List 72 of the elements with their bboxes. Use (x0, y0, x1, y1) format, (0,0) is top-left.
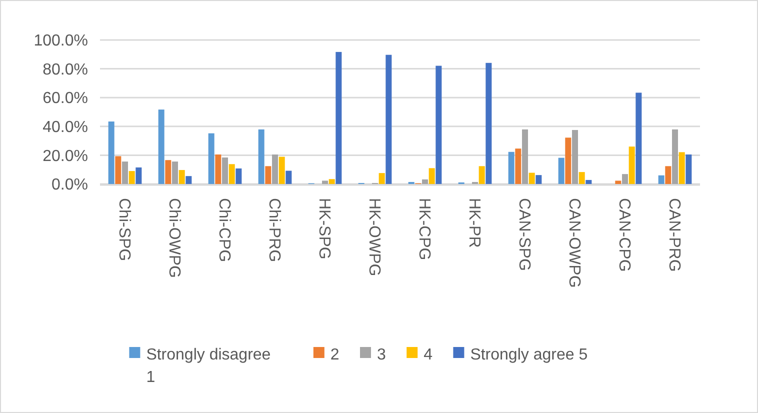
bar (478, 166, 485, 184)
bar (508, 152, 514, 184)
bar (428, 168, 435, 184)
x-tick-label: Chi-CPG (215, 198, 232, 262)
bar (322, 180, 328, 184)
bar (658, 175, 664, 184)
y-tick-label: 20.0% (42, 148, 88, 165)
legend-label: Strongly agree 5 (470, 346, 588, 364)
legend-label: 4 (424, 346, 433, 364)
x-tick-label: CAN-SPG (515, 198, 532, 271)
bar (558, 158, 564, 184)
bar (572, 130, 578, 184)
y-tick-label: 100.0% (34, 32, 88, 50)
bar (122, 162, 128, 184)
legend-label: 2 (330, 346, 340, 364)
x-tick-label: HK-SPG (315, 198, 332, 260)
bar (178, 170, 185, 184)
bar (615, 180, 622, 184)
bar (208, 133, 214, 184)
bar (486, 62, 492, 184)
bar (236, 168, 242, 184)
bar (622, 174, 628, 184)
bar (678, 152, 685, 184)
bar (165, 160, 172, 184)
x-tick-label: CAN-CPG (615, 198, 632, 272)
bar (222, 158, 228, 184)
x-tick-label: Chi-OWPG (165, 198, 182, 278)
legend-label: Strongly disagree 1 (146, 346, 271, 386)
bar (436, 66, 442, 184)
bar (522, 129, 528, 184)
x-tick-label: CAN-OWPG (565, 198, 582, 288)
bar (328, 179, 335, 184)
bar (172, 162, 178, 184)
bar (386, 54, 392, 184)
bar (115, 156, 122, 184)
x-tick-label: Chi-SPG (115, 198, 132, 262)
bar (565, 138, 572, 184)
bar (578, 172, 585, 184)
bar (228, 164, 235, 184)
bar (272, 154, 278, 184)
bar (536, 175, 542, 184)
bar (286, 170, 292, 184)
x-tick-label: CAN-PRG (665, 198, 682, 272)
bar (515, 148, 522, 184)
bar (528, 172, 535, 184)
bar (665, 166, 672, 184)
bar (378, 173, 385, 184)
bar (628, 146, 635, 184)
y-tick-label: 80.0% (42, 61, 88, 78)
bar (128, 171, 135, 184)
bar (265, 166, 272, 184)
bar (258, 129, 264, 184)
x-tick-label: Chi-PRG (265, 198, 282, 262)
y-tick-label: 40.0% (42, 119, 88, 136)
bar (636, 92, 642, 184)
bar (108, 122, 114, 184)
bar (686, 154, 692, 184)
y-tick-label: 0.0% (52, 176, 88, 194)
bar (672, 129, 678, 184)
x-tick-label: HK-PR (465, 198, 482, 248)
bar (336, 52, 342, 184)
legend-label: 3 (377, 346, 386, 364)
x-tick-label: HK-OWPG (365, 198, 382, 276)
bar (586, 180, 592, 184)
y-tick-label: 60.0% (42, 90, 88, 108)
x-tick-label: HK-CPG (415, 198, 432, 260)
bar (215, 154, 222, 184)
bar (186, 176, 192, 184)
bar (136, 167, 142, 184)
bar (278, 156, 285, 184)
bar (422, 179, 428, 184)
bar (158, 110, 164, 184)
